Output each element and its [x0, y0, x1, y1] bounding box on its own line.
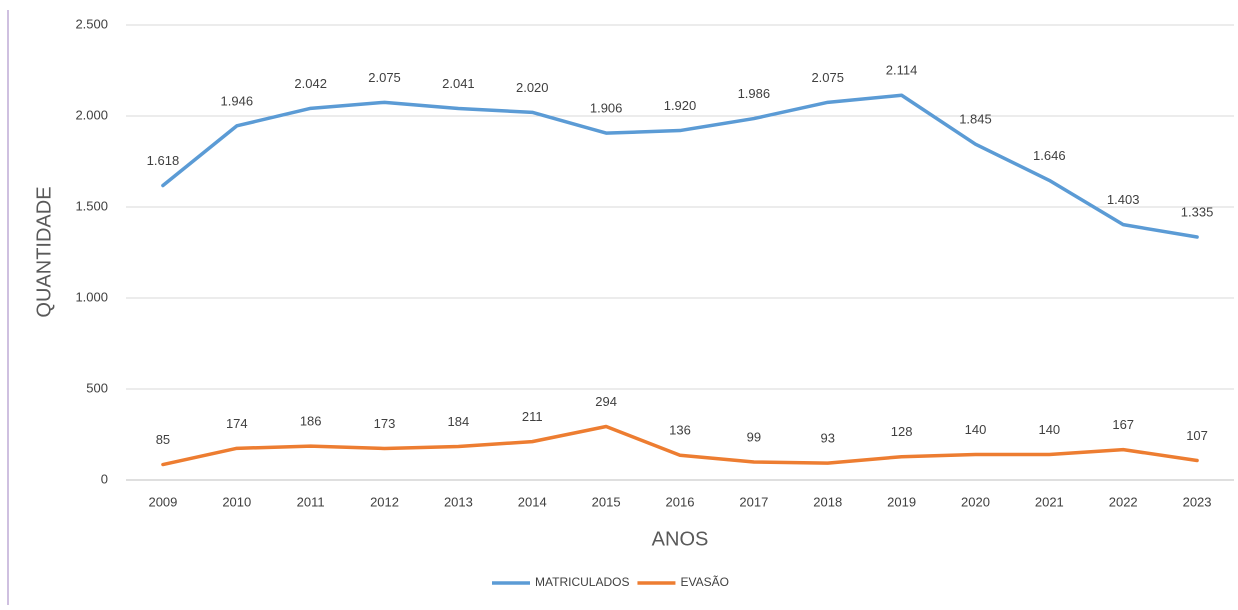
data-label: 107	[1186, 428, 1208, 443]
data-label: 1.920	[664, 98, 697, 113]
x-tick-label: 2009	[148, 494, 177, 509]
data-label: 2.114	[886, 63, 918, 78]
x-tick-label: 2020	[961, 494, 990, 509]
data-label: 128	[891, 424, 913, 439]
data-label: 140	[1038, 422, 1060, 437]
y-tick-label: 0	[101, 471, 108, 486]
y-tick-label: 500	[86, 380, 108, 395]
data-label: 2.020	[516, 80, 549, 95]
x-tick-label: 2021	[1035, 494, 1064, 509]
x-axis-title: ANOS	[652, 528, 709, 550]
data-label: 2.075	[811, 70, 844, 85]
x-tick-label: 2014	[518, 494, 547, 509]
line-series	[161, 424, 1199, 467]
data-label: 1.845	[959, 112, 992, 127]
data-label: 1.646	[1033, 148, 1066, 163]
data-label: 136	[669, 423, 691, 438]
legend-label: EVASÃO	[680, 575, 728, 589]
data-label: 294	[595, 394, 617, 409]
x-tick-label: 2022	[1109, 494, 1138, 509]
x-tick-label: 2011	[297, 494, 325, 509]
data-label: 1.946	[221, 93, 254, 108]
y-tick-label: 1.500	[75, 198, 108, 213]
y-tick-label: 1.000	[75, 289, 108, 304]
x-tick-label: 2012	[370, 494, 399, 509]
data-label: 173	[374, 416, 396, 431]
data-label: 174	[226, 416, 248, 431]
data-label: 1.906	[590, 101, 623, 116]
x-tick-label: 2015	[592, 494, 621, 509]
data-label: 2.075	[368, 70, 401, 85]
y-tick-label: 2.000	[75, 107, 108, 122]
data-label: 93	[820, 431, 834, 446]
x-tick-label: 2023	[1183, 494, 1212, 509]
legend-label: MATRICULADOS	[535, 575, 629, 589]
x-tick-label: 2018	[813, 494, 842, 509]
line-series	[161, 93, 1199, 239]
data-label: 211	[522, 409, 543, 424]
data-label: 1.986	[738, 86, 771, 101]
x-tick-label: 2013	[444, 494, 473, 509]
data-label: 184	[448, 414, 470, 429]
data-label: 2.042	[294, 76, 327, 91]
data-label: 167	[1112, 417, 1134, 432]
data-label: 1.403	[1107, 192, 1140, 207]
x-tick-label: 2010	[222, 494, 251, 509]
data-label: 140	[965, 422, 987, 437]
data-label: 1.335	[1181, 204, 1214, 219]
data-label: 1.618	[147, 153, 180, 168]
data-label: 85	[156, 432, 170, 447]
y-tick-label: 2.500	[75, 16, 108, 31]
data-label: 2.041	[442, 76, 475, 91]
x-tick-label: 2016	[666, 494, 695, 509]
data-label: 186	[300, 414, 322, 429]
data-label: 99	[747, 429, 761, 444]
x-tick-label: 2017	[739, 494, 768, 509]
x-tick-label: 2019	[887, 494, 916, 509]
y-axis-title: QUANTIDADE	[33, 186, 55, 317]
